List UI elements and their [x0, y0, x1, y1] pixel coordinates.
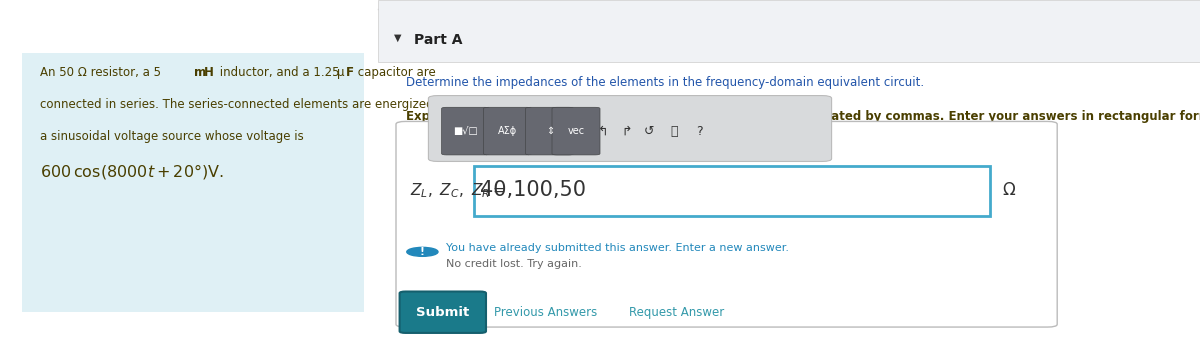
Text: $Z_L,\ Z_C,\ Z_R =$: $Z_L,\ Z_C,\ Z_R =$	[410, 181, 506, 200]
Text: You have already submitted this answer. Enter a new answer.: You have already submitted this answer. …	[446, 243, 790, 253]
Text: m: m	[194, 66, 206, 79]
FancyBboxPatch shape	[396, 121, 1057, 327]
Text: Determine the impedances of the elements in the frequency-domain equivalent circ: Determine the impedances of the elements…	[406, 76, 924, 89]
Text: ↰: ↰	[599, 125, 608, 138]
Text: $600\,\cos(8000t + 20°)\mathrm{V}.$: $600\,\cos(8000t + 20°)\mathrm{V}.$	[40, 162, 223, 181]
Circle shape	[407, 247, 438, 256]
Text: AΣϕ: AΣϕ	[498, 126, 517, 136]
FancyBboxPatch shape	[526, 107, 574, 155]
Text: 40,100,50: 40,100,50	[480, 180, 586, 200]
Text: ↱: ↱	[622, 125, 631, 138]
FancyBboxPatch shape	[400, 292, 486, 333]
Text: !: !	[420, 247, 425, 257]
Text: ↺: ↺	[644, 125, 654, 138]
Text: ■√□: ■√□	[454, 126, 478, 136]
FancyBboxPatch shape	[442, 107, 490, 155]
Text: Request Answer: Request Answer	[629, 306, 724, 319]
Text: μ: μ	[337, 66, 344, 79]
FancyBboxPatch shape	[474, 166, 990, 216]
Text: An 50 Ω resistor, a 5: An 50 Ω resistor, a 5	[40, 66, 164, 79]
Text: Previous Answers: Previous Answers	[494, 306, 598, 319]
Text: No credit lost. Try again.: No credit lost. Try again.	[446, 259, 582, 269]
Text: inductor, and a 1.25: inductor, and a 1.25	[216, 66, 343, 79]
Text: Submit: Submit	[416, 306, 469, 319]
FancyBboxPatch shape	[484, 107, 532, 155]
Text: Part A: Part A	[414, 33, 462, 47]
Text: Ω: Ω	[1002, 181, 1015, 199]
Text: a sinusoidal voltage source whose voltage is: a sinusoidal voltage source whose voltag…	[40, 130, 304, 143]
Text: ?: ?	[696, 125, 703, 138]
Text: Express your answers in ohms to three significant figures separated by commas. E: Express your answers in ohms to three si…	[406, 110, 1200, 124]
FancyBboxPatch shape	[552, 107, 600, 155]
Text: ⌸: ⌸	[671, 125, 678, 138]
FancyBboxPatch shape	[428, 96, 832, 161]
Text: ▼: ▼	[394, 33, 401, 43]
Text: F: F	[346, 66, 354, 79]
Text: capacitor are: capacitor are	[354, 66, 436, 79]
FancyBboxPatch shape	[378, 0, 1200, 62]
Text: connected in series. The series-connected elements are energized by: connected in series. The series-connecte…	[40, 98, 451, 111]
Text: vec: vec	[568, 126, 584, 136]
Text: ⇕: ⇕	[546, 126, 553, 136]
FancyBboxPatch shape	[22, 53, 364, 312]
Text: H: H	[204, 66, 214, 79]
